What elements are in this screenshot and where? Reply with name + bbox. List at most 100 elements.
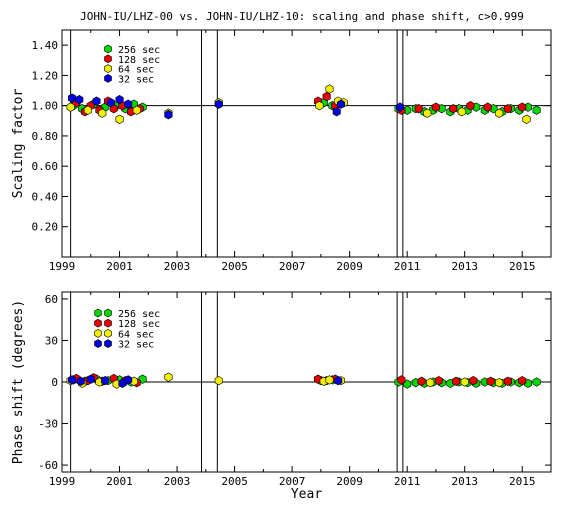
x-tick-label: 1999 (49, 260, 76, 273)
data-point (449, 104, 458, 114)
data-point (66, 102, 75, 112)
data-point (76, 376, 85, 386)
plot-frame (61, 29, 552, 258)
x-tick-label: 1999 (49, 475, 76, 488)
y-tick-label: 0.80 (32, 130, 59, 143)
data-point (495, 108, 504, 118)
x-tick-label: 2015 (509, 475, 536, 488)
y-tick-label: 30 (45, 334, 58, 347)
legend-marker (94, 318, 102, 328)
legend-marker (104, 64, 112, 73)
legend-marker (104, 329, 112, 338)
legend-label: 256 sec (118, 45, 160, 56)
y-tick-label: -60 (38, 459, 58, 472)
x-tick-label: 2005 (221, 260, 248, 273)
panel-phase-shift: 1999 2001 2003 2005 2007 2009 2011 2013 2015 -60 -… (11, 291, 552, 502)
y-tick-label: 1.40 (32, 39, 59, 52)
legend-label: 128 sec (118, 55, 160, 66)
data-point (532, 377, 541, 387)
y-tick-label: 60 (45, 293, 58, 306)
data-point (98, 108, 107, 118)
legend-label: 256 sec (118, 309, 160, 320)
y-axis-label: Scaling factor (11, 89, 26, 199)
data-point (322, 91, 331, 102)
legend-label: 64 sec (118, 329, 154, 340)
y-tick-label: 1.00 (32, 100, 59, 113)
data-point (124, 375, 133, 385)
legend-marker (94, 339, 102, 348)
data-point (426, 378, 435, 388)
x-tick-label: 2009 (336, 475, 363, 488)
x-tick-label: 2005 (221, 475, 248, 488)
data-point (164, 372, 173, 382)
data-point (466, 101, 475, 111)
data-point (503, 104, 512, 114)
data-point (423, 108, 432, 118)
y-tick-label: 0.60 (32, 160, 59, 173)
legend-label: 128 sec (118, 319, 160, 330)
x-tick-label: 2007 (279, 475, 306, 488)
y-tick-label: -30 (38, 418, 58, 431)
chart-title: JOHN-IU/LHZ-00 vs. JOHN-IU/LHZ-10: scali… (80, 10, 524, 23)
x-tick-label: 2011 (394, 475, 421, 488)
data-point (124, 99, 133, 109)
x-tick-label: 2015 (509, 260, 536, 273)
data-point (417, 376, 426, 386)
data-point (518, 102, 527, 112)
data-point (315, 101, 324, 111)
data-point (457, 107, 466, 117)
x-tick-label: 2013 (451, 260, 478, 273)
x-tick-label: 2013 (451, 475, 478, 488)
y-tick-label: 1.20 (32, 69, 59, 82)
data-point (325, 375, 334, 385)
data-point (75, 94, 84, 105)
data-point (101, 375, 110, 386)
legend-label: 64 sec (118, 65, 154, 76)
panel-scaling-factor: 1999 2001 2003 2005 2007 2009 2011 2013 2015 0.20… (11, 29, 552, 273)
x-tick-label: 2001 (106, 260, 133, 273)
data-point (325, 84, 334, 94)
data-point (486, 376, 495, 386)
x-tick-label: 2003 (164, 475, 191, 488)
y-axis-label: Phase shift (degrees) (11, 300, 26, 464)
data-point (68, 93, 77, 103)
data-point (115, 94, 124, 105)
data-point (452, 376, 461, 386)
legend-marker (104, 74, 112, 83)
data-point (115, 114, 124, 124)
x-tick-label: 2011 (394, 260, 421, 273)
legend-marker (94, 308, 102, 318)
data-point (106, 97, 115, 108)
x-axis-label: Year (291, 487, 322, 502)
data-point (214, 99, 223, 109)
data-point (92, 96, 101, 106)
data-point (532, 105, 541, 115)
legend-marker (104, 318, 112, 328)
data-point (332, 107, 341, 117)
data-point (164, 110, 173, 120)
data-point (495, 378, 504, 388)
y-tick-label: 0 (51, 376, 58, 389)
data-point (214, 375, 223, 386)
data-point (336, 99, 346, 109)
legend-label: 32 sec (118, 340, 154, 351)
legend-marker (104, 44, 112, 54)
y-tick-label: 0.40 (32, 190, 59, 203)
data-point (414, 104, 423, 114)
x-tick-label: 2009 (336, 260, 363, 273)
data-point (86, 374, 95, 384)
y-tick-label: 0.20 (32, 221, 59, 234)
x-tick-label: 2001 (106, 475, 133, 488)
data-point (431, 102, 441, 112)
data-point (68, 375, 77, 385)
data-point (397, 375, 406, 385)
data-point (83, 105, 92, 115)
legend-marker (104, 54, 112, 64)
data-point (460, 377, 469, 387)
legend-marker (104, 339, 112, 348)
x-tick-label: 2003 (164, 260, 191, 273)
data-point (483, 102, 492, 112)
x-tick-label: 2007 (279, 260, 306, 273)
legend-label: 32 sec (118, 74, 154, 85)
